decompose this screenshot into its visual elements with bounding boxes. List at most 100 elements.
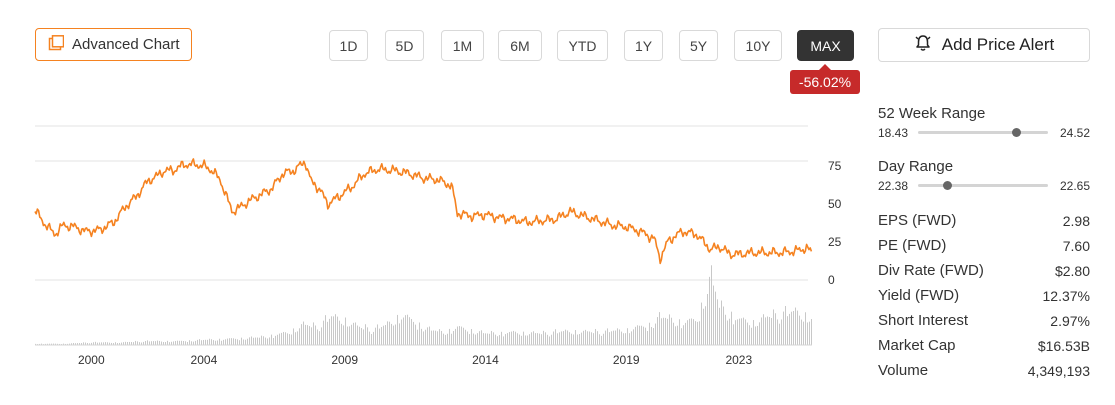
range-button-1y[interactable]: 1Y (624, 30, 663, 61)
range-button-5y[interactable]: 5Y (679, 30, 718, 61)
volume-bar (93, 342, 94, 345)
volume-bar (81, 343, 82, 345)
volume-bar (601, 335, 602, 345)
volume-bar (403, 317, 404, 345)
volume-bar (159, 340, 160, 345)
range-button-10y[interactable]: 10Y (734, 30, 782, 61)
volume-bar (231, 338, 232, 345)
range-button-1d[interactable]: 1D (329, 30, 368, 61)
volume-bar (541, 334, 542, 345)
volume-bar (317, 329, 318, 345)
change-percent-badge: -56.02% (790, 64, 860, 94)
volume-bar (367, 327, 368, 345)
volume-bar (391, 323, 392, 345)
volume-bar (473, 333, 474, 345)
volume-bar (55, 343, 56, 345)
range-button-5d[interactable]: 5D (385, 30, 424, 61)
volume-bar (305, 324, 306, 345)
y-tick-label: 75 (828, 159, 842, 173)
stat-row: Div Rate (FWD) $2.80 (878, 258, 1090, 283)
volume-bar (89, 343, 90, 345)
volume-bar (383, 325, 384, 345)
volume-bar (691, 318, 692, 345)
range-button-1m[interactable]: 1M (441, 30, 484, 61)
volume-bar (149, 341, 150, 345)
volume-bar (195, 340, 196, 345)
volume-bar (63, 343, 64, 345)
volume-bar (507, 333, 508, 345)
price-chart[interactable]: 75 50 25 0 2000 2004 2009 2014 2019 2023 (0, 100, 870, 390)
volume-bar (475, 334, 476, 345)
volume-bar (767, 316, 768, 345)
price-line-series-0[interactable] (34, 158, 813, 265)
volume-bar (191, 341, 192, 345)
volume-bar (419, 322, 420, 345)
stat-value: 2.98 (1062, 212, 1090, 229)
volume-bar (591, 332, 592, 345)
day-range: Day Range 22.38 22.65 (878, 153, 1090, 206)
volume-bar (607, 328, 608, 345)
volume-bar (477, 333, 478, 345)
volume-bar (147, 340, 148, 345)
range-button-max[interactable]: MAX (797, 30, 854, 61)
volume-bar (363, 329, 364, 345)
volume-bar (243, 339, 244, 345)
volume-bar (177, 340, 178, 345)
volume-bar (69, 343, 70, 345)
advanced-chart-button[interactable]: Advanced Chart (35, 28, 192, 61)
volume-bar (579, 334, 580, 345)
volume-bar (117, 343, 118, 345)
volume-bar (643, 326, 644, 345)
volume-bar (509, 332, 510, 345)
volume-bar (325, 315, 326, 345)
volume-bar (493, 332, 494, 345)
volume-bar (433, 330, 434, 345)
volume-bar (421, 328, 422, 345)
volume-bar (79, 343, 80, 345)
volume-bar (205, 339, 206, 345)
volume-bar (483, 333, 484, 345)
volume-bar (599, 334, 600, 345)
volume-bar (515, 331, 516, 345)
stats-panel: 52 Week Range 18.43 24.52 Day Range 22.3… (878, 100, 1090, 383)
volume-bar (811, 319, 812, 345)
volume-bar (525, 335, 526, 345)
volume-bar (785, 305, 786, 345)
week-52-range: 52 Week Range 18.43 24.52 (878, 100, 1090, 153)
volume-bar (585, 329, 586, 345)
range-button-ytd[interactable]: YTD (557, 30, 608, 61)
volume-bar (749, 325, 750, 345)
volume-bar (791, 311, 792, 345)
volume-bar (775, 313, 776, 345)
stat-value: $16.53B (1037, 337, 1090, 354)
range-button-6m[interactable]: 6M (498, 30, 542, 61)
volume-bar (417, 329, 418, 345)
volume-bar (683, 325, 684, 345)
volume-bar (659, 312, 660, 345)
volume-bar (53, 343, 54, 345)
volume-bar (557, 333, 558, 345)
volume-bar (671, 317, 672, 345)
volume-bar (429, 326, 430, 345)
volume-bar (245, 339, 246, 345)
chart-window-icon (48, 34, 65, 55)
stat-label: Yield (FWD) (878, 287, 960, 304)
volume-bar (343, 325, 344, 345)
volume-bar (427, 327, 428, 345)
volume-bar (595, 328, 596, 345)
volume-bar (801, 319, 802, 345)
volume-bar (465, 329, 466, 345)
add-price-alert-button[interactable]: Add Price Alert (878, 28, 1090, 62)
volume-bar (167, 340, 168, 345)
volume-bar (35, 343, 36, 345)
volume-bar (109, 342, 110, 345)
volume-bar (301, 324, 302, 345)
volume-bar (803, 321, 804, 345)
volume-bar (75, 343, 76, 345)
volume-bar (405, 315, 406, 345)
volume-bar (121, 342, 122, 345)
volume-bar (693, 319, 694, 345)
volume-bar (113, 343, 114, 345)
volume-bar (751, 327, 752, 345)
volume-bar (199, 339, 200, 345)
